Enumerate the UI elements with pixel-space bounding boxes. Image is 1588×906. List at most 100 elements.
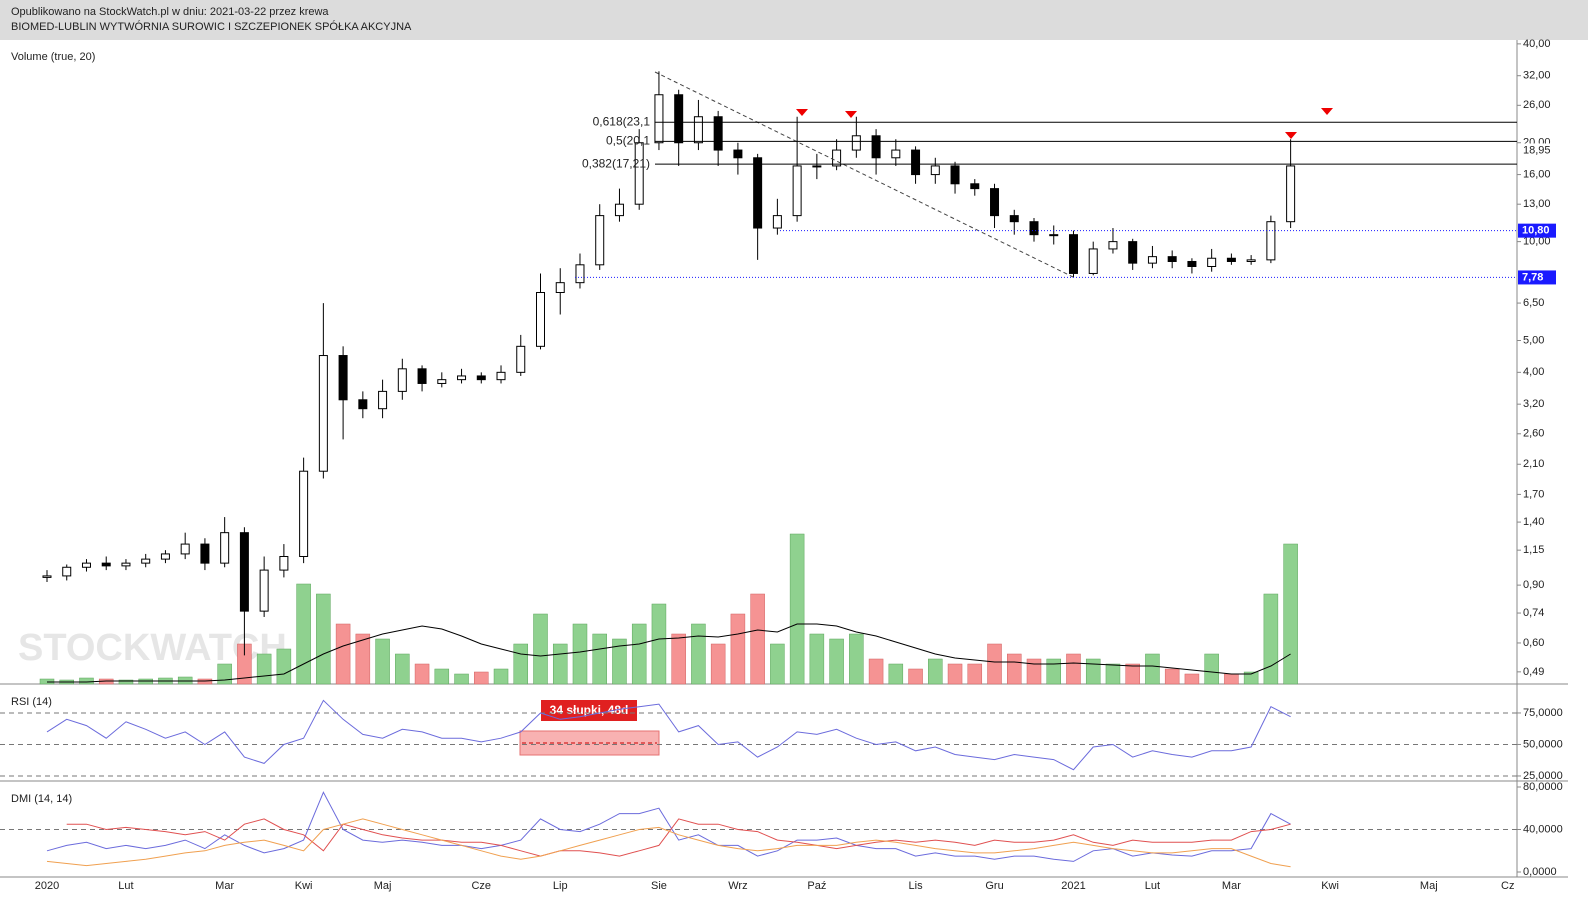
measure-label-bg bbox=[541, 700, 637, 721]
y-tick-label: 40,0000 bbox=[1523, 823, 1563, 835]
candle-body bbox=[457, 375, 467, 381]
candle-body bbox=[950, 165, 960, 185]
y-tick-label: 2,60 bbox=[1523, 428, 1544, 440]
volume-bar bbox=[651, 603, 667, 685]
candle-body bbox=[318, 355, 328, 472]
volume-bar bbox=[493, 668, 509, 685]
candle-body bbox=[1226, 257, 1236, 262]
candle-body bbox=[62, 566, 72, 577]
header-line: BIOMED-LUBLIN WYTWÓRNIA SUROWIC I SZCZEP… bbox=[11, 20, 412, 33]
volume-bar bbox=[276, 648, 292, 685]
candle-body bbox=[1147, 256, 1157, 264]
candle-body bbox=[101, 562, 111, 567]
candle-body bbox=[417, 368, 427, 384]
volume-ma-line bbox=[47, 623, 1291, 683]
y-tick-label: 0,49 bbox=[1523, 666, 1544, 678]
candle-body bbox=[654, 94, 664, 144]
candle-body bbox=[476, 375, 486, 381]
level-label: 7,78 bbox=[1522, 271, 1543, 283]
x-tick-label: Cze bbox=[471, 880, 491, 892]
last-price-label: 18,95 bbox=[1523, 144, 1551, 156]
volume-bar bbox=[1125, 663, 1140, 685]
candle-body bbox=[1266, 221, 1276, 261]
indicator-line bbox=[46, 818, 1291, 868]
x-tick-label: Lut bbox=[118, 880, 133, 892]
x-tick-label: Paź bbox=[807, 880, 826, 892]
y-tick-label: 0,60 bbox=[1523, 637, 1544, 649]
candle-body bbox=[753, 157, 763, 229]
volume-bar bbox=[730, 613, 746, 685]
fib-label: 0,382(17,21) bbox=[582, 156, 650, 170]
volume-bar bbox=[928, 658, 943, 685]
candle-body bbox=[595, 215, 605, 266]
indicator-line bbox=[46, 791, 1291, 862]
candle-body bbox=[792, 165, 802, 217]
volume-bar bbox=[1204, 653, 1219, 685]
volume-bar bbox=[533, 613, 548, 685]
candle-body bbox=[851, 135, 861, 151]
volume-bar bbox=[947, 663, 963, 685]
candle-body bbox=[141, 558, 151, 564]
x-tick-label: Lut bbox=[1145, 880, 1160, 892]
candle-body bbox=[812, 165, 822, 168]
last-price-tag bbox=[1518, 143, 1558, 158]
candle-body bbox=[634, 142, 644, 205]
y-tick-label: 2,10 bbox=[1523, 458, 1544, 470]
volume-bar bbox=[1066, 653, 1081, 685]
volume-bar bbox=[1105, 663, 1121, 685]
volume-bar bbox=[355, 633, 371, 685]
volume-bar bbox=[987, 643, 1002, 685]
volume-bar bbox=[414, 663, 430, 685]
volume-bar bbox=[256, 653, 272, 685]
volume-bar bbox=[1145, 653, 1160, 685]
x-tick-label: Cz bbox=[1501, 880, 1514, 892]
fib-label: 0,618(23,1 bbox=[593, 114, 651, 128]
y-tick-label: 16,00 bbox=[1523, 168, 1551, 180]
candle-body bbox=[930, 165, 940, 176]
y-tick-label: 1,15 bbox=[1523, 544, 1544, 556]
x-tick-label: Mar bbox=[1222, 880, 1241, 892]
volume-bar bbox=[1164, 668, 1180, 685]
volume-bar bbox=[710, 643, 726, 685]
candle-body bbox=[121, 562, 131, 567]
candle-body bbox=[1108, 241, 1118, 250]
candle-body bbox=[871, 135, 881, 159]
volume-bar bbox=[1263, 593, 1279, 685]
candle-body bbox=[733, 149, 743, 159]
volume-bar bbox=[513, 643, 529, 685]
candle-body bbox=[516, 345, 526, 373]
x-tick-label: Maj bbox=[1420, 880, 1438, 892]
volume-bar bbox=[474, 671, 489, 685]
candle-body bbox=[1009, 215, 1019, 223]
candle-body bbox=[1029, 221, 1039, 236]
trendline bbox=[654, 71, 1074, 278]
y-tick-label: 1,70 bbox=[1523, 488, 1544, 500]
candle-body bbox=[378, 390, 388, 410]
volume-bar bbox=[1046, 658, 1061, 685]
y-tick-label: 0,90 bbox=[1523, 579, 1544, 591]
candle-body bbox=[259, 569, 269, 612]
volume-bar bbox=[454, 673, 469, 685]
y-tick-label: 4,00 bbox=[1523, 366, 1544, 378]
x-tick-label: Kwi bbox=[1321, 880, 1339, 892]
x-tick-label: 2021 bbox=[1061, 880, 1085, 892]
volume-bar bbox=[1184, 673, 1200, 685]
x-tick-label: Mar bbox=[215, 880, 234, 892]
candle-body bbox=[990, 188, 1000, 217]
y-tick-label: 26,00 bbox=[1523, 99, 1551, 111]
candle-body bbox=[180, 543, 190, 555]
volume-bar bbox=[1085, 658, 1101, 685]
volume-bar bbox=[868, 658, 884, 685]
candle-body bbox=[1049, 234, 1059, 237]
y-tick-label: 0,0000 bbox=[1523, 866, 1557, 878]
volume-bar bbox=[908, 668, 923, 685]
candle-body bbox=[279, 555, 289, 571]
x-tick-label: Wrz bbox=[728, 880, 747, 892]
volume-bar bbox=[1007, 653, 1022, 685]
y-tick-label: 40,00 bbox=[1523, 38, 1551, 50]
candle-body bbox=[1088, 248, 1098, 274]
candle-body bbox=[1187, 260, 1197, 267]
candle-body bbox=[42, 575, 52, 578]
candle-body bbox=[299, 470, 309, 557]
